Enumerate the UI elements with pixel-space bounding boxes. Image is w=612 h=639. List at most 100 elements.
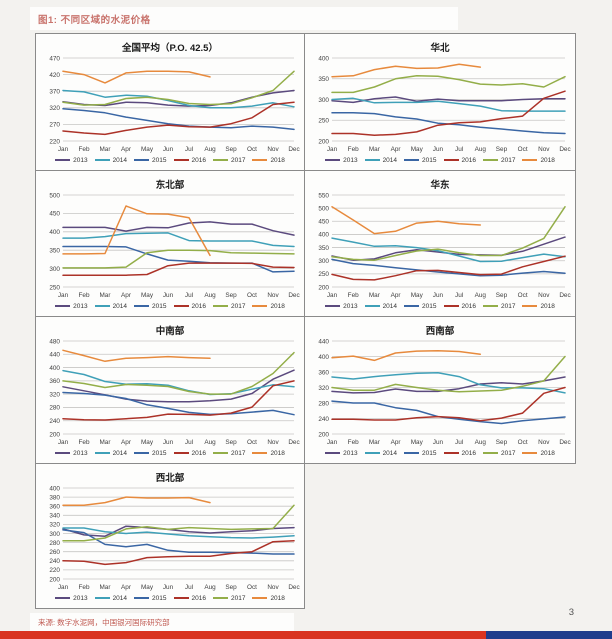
- x-axis-tick-label: May: [141, 146, 154, 153]
- legend-line-swatch: [325, 452, 341, 454]
- x-axis-tick-label: Jun: [163, 439, 174, 446]
- series-line-2014: [331, 237, 566, 263]
- legend-item: 2018: [252, 157, 285, 164]
- footer-bar-red: [0, 631, 486, 639]
- legend-line-swatch: [212, 305, 228, 307]
- x-axis-tick-label: Nov: [538, 292, 550, 299]
- chart-plot-area: 200 240 280 320 360 400 440 480 Jan Feb Mar Apr May J…: [49, 338, 300, 446]
- series-line-2016: [62, 101, 295, 136]
- y-axis-tick-label: 550: [318, 192, 329, 199]
- x-axis-tick-label: Sep: [496, 292, 508, 299]
- x-axis-tick-label: Jan: [327, 292, 338, 299]
- legend-label: 2016: [461, 156, 476, 164]
- x-axis-tick-label: Aug: [475, 439, 487, 446]
- series-line-2017: [331, 355, 566, 393]
- legend-line-swatch: [94, 597, 110, 599]
- legend-item: 2015: [404, 449, 437, 457]
- legend-label: 2013: [73, 594, 88, 602]
- x-axis-tick-label: Nov: [267, 146, 279, 153]
- chart-box: 全国平均（P.O. 42.5） 220 270 320 370 420 470 Jan Feb M…: [35, 33, 305, 171]
- x-axis-tick-label: Oct: [247, 292, 257, 299]
- legend-line-swatch: [173, 305, 189, 307]
- legend-line-swatch: [252, 597, 268, 599]
- legend-label: 2017: [500, 156, 516, 164]
- legend-item: 2018: [252, 449, 285, 457]
- legend-line-swatch: [482, 305, 498, 307]
- x-axis-tick-label: Apr: [391, 292, 402, 299]
- legend-item: 2014: [364, 157, 397, 164]
- legend-item: 2016: [443, 156, 476, 164]
- x-axis-tick-label: Dec: [559, 146, 571, 153]
- x-axis-tick-label: Feb: [78, 146, 89, 153]
- legend-label: 2016: [461, 449, 476, 457]
- legend-item: 2015: [134, 157, 167, 164]
- x-axis-tick-label: May: [141, 292, 154, 299]
- chart-legend: 2013 2014 2015 2016 2017 2018: [305, 154, 575, 166]
- legend-item: 2015: [404, 303, 437, 310]
- legend-label: 2017: [500, 302, 516, 310]
- chart-legend: 2013 2014 2015 2016 2017 2018: [36, 592, 304, 604]
- x-axis-tick-label: Oct: [518, 146, 528, 153]
- legend-item: 2016: [173, 595, 206, 602]
- legend-label: 2014: [112, 156, 128, 164]
- legend-label: 2014: [112, 594, 128, 602]
- legend-label: 2018: [540, 449, 555, 457]
- x-axis-tick-label: Mar: [99, 439, 111, 446]
- legend-line-swatch: [212, 452, 228, 454]
- series-line-2013: [62, 525, 295, 537]
- series-line-2017: [331, 206, 566, 261]
- legend-label: 2013: [343, 156, 358, 164]
- x-axis-tick-label: May: [141, 439, 154, 446]
- legend-item: 2018: [252, 303, 285, 310]
- x-axis-tick-label: Aug: [475, 146, 487, 153]
- legend-line-swatch: [134, 159, 150, 161]
- y-axis-tick-label: 480: [49, 338, 60, 345]
- x-axis-tick-label: Sep: [225, 146, 237, 153]
- legend-item: 2017: [482, 450, 515, 457]
- x-axis-tick-label: Apr: [121, 439, 132, 446]
- y-axis-tick-label: 400: [49, 229, 60, 236]
- legend-label: 2018: [540, 156, 555, 164]
- legend-label: 2013: [73, 156, 88, 164]
- source-band: 来源: 数字水泥网，中国银河国际研究部: [30, 613, 294, 631]
- series-line-2014: [62, 369, 295, 396]
- legend-label: 2016: [191, 156, 206, 164]
- series-line-2015: [62, 529, 295, 555]
- legend-item: 2013: [325, 450, 358, 457]
- x-axis-tick-label: Aug: [204, 146, 216, 153]
- y-axis-tick-label: 400: [49, 365, 60, 372]
- series-line-2014: [62, 232, 295, 248]
- y-axis-tick-label: 360: [49, 504, 60, 511]
- legend-item: 2017: [212, 595, 245, 602]
- y-axis-tick-label: 250: [49, 284, 60, 291]
- x-axis-tick-label: Dec: [559, 439, 571, 446]
- legend-line-swatch: [252, 452, 268, 454]
- series-line-2018: [331, 63, 482, 78]
- series-line-2014: [331, 97, 566, 112]
- legend-item: 2017: [212, 302, 246, 310]
- legend-item: 2013: [55, 450, 88, 457]
- series-line-2017: [62, 70, 295, 106]
- y-axis-tick-label: 320: [49, 391, 60, 398]
- legend-label: 2014: [382, 449, 398, 457]
- x-axis-tick-label: Dec: [288, 292, 300, 299]
- series-line-2017: [331, 75, 566, 94]
- legend-line-swatch: [55, 305, 71, 307]
- legend-line-swatch: [252, 159, 268, 161]
- x-axis-tick-label: Feb: [78, 584, 89, 591]
- legend-label: 2017: [230, 302, 246, 310]
- series-line-2014: [62, 527, 295, 539]
- legend-label: 2018: [270, 449, 285, 457]
- x-axis-tick-label: Mar: [369, 439, 381, 446]
- legend-item: 2017: [212, 450, 245, 457]
- legend-item: 2014: [94, 156, 128, 164]
- x-axis-tick-label: May: [141, 584, 154, 591]
- y-axis-tick-label: 350: [318, 245, 329, 252]
- legend-label: 2015: [422, 449, 437, 457]
- legend-item: 2014: [364, 303, 397, 310]
- y-axis-tick-label: 280: [318, 400, 329, 407]
- y-axis-tick-label: 200: [318, 138, 329, 145]
- series-line-2017: [62, 504, 295, 542]
- x-axis-tick-label: Mar: [369, 292, 381, 299]
- legend-line-swatch: [134, 305, 150, 307]
